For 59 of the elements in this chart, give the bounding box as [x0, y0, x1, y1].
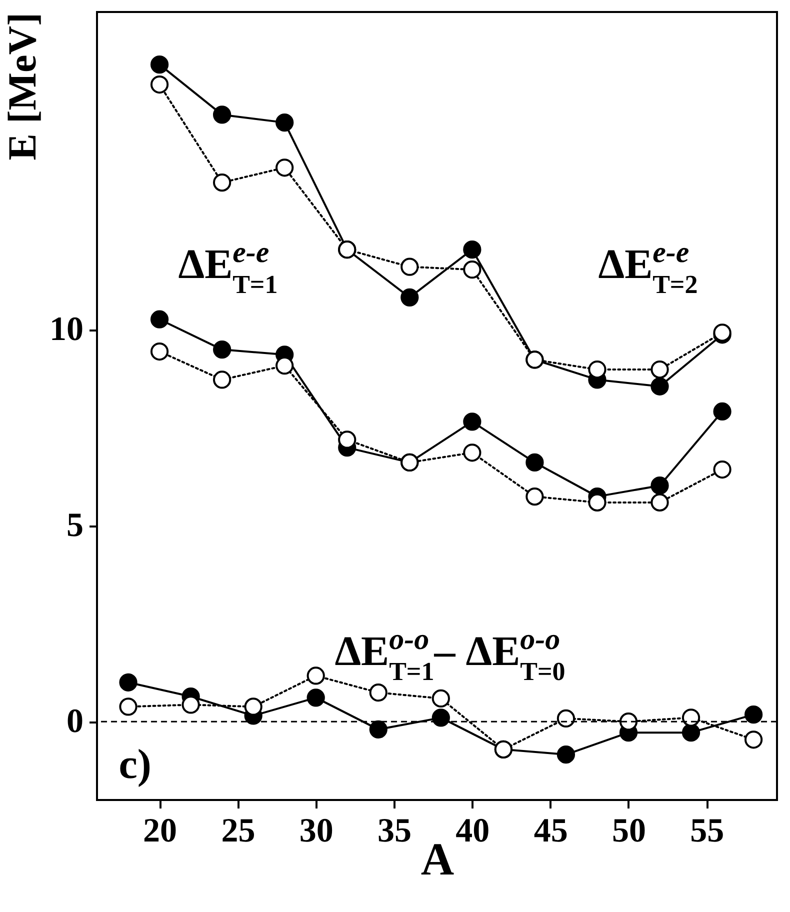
- x-tick-label: 35: [378, 812, 412, 850]
- point: [276, 356, 294, 375]
- point: [463, 412, 482, 431]
- x-tick-label: 50: [612, 812, 646, 850]
- y-tick-label: 5: [66, 507, 84, 544]
- x-tick-label: 40: [456, 812, 490, 850]
- point: [338, 430, 356, 449]
- point: [150, 55, 169, 74]
- point: [212, 173, 232, 192]
- point: [463, 260, 482, 279]
- point: [212, 370, 232, 389]
- point: [150, 310, 169, 328]
- point: [713, 402, 732, 421]
- point: [682, 724, 700, 742]
- point: [744, 705, 763, 724]
- point: [463, 444, 482, 462]
- point: [150, 342, 169, 361]
- point: [744, 730, 763, 749]
- x-tick-label: 45: [534, 812, 568, 850]
- point: [119, 673, 138, 692]
- x-tick-label: 55: [690, 812, 724, 850]
- point: [556, 709, 576, 728]
- point: [400, 288, 419, 306]
- point: [432, 708, 450, 727]
- point: [182, 696, 200, 714]
- point: [526, 488, 544, 506]
- y-axis-title: E [MeV]: [0, 12, 44, 160]
- point: [556, 745, 576, 764]
- x-tick-label: 30: [299, 812, 334, 850]
- point: [306, 666, 325, 685]
- point: [212, 340, 232, 359]
- x-tick-label: 25: [221, 812, 256, 850]
- point: [276, 114, 294, 132]
- point: [650, 360, 669, 379]
- point: [588, 360, 606, 379]
- annotation: c): [118, 742, 152, 788]
- point: [369, 720, 388, 738]
- y-tick-label: 0: [66, 703, 84, 740]
- point: [713, 460, 732, 479]
- point: [526, 453, 544, 472]
- point: [150, 75, 169, 94]
- point: [619, 712, 638, 731]
- point: [588, 493, 606, 512]
- point: [369, 684, 388, 702]
- point: [432, 689, 450, 708]
- point: [119, 698, 138, 716]
- point: [276, 158, 294, 177]
- point: [400, 258, 419, 276]
- point: [244, 698, 262, 716]
- point: [212, 106, 232, 124]
- x-tick-label: 20: [143, 812, 178, 850]
- point: [306, 688, 325, 707]
- point: [682, 708, 700, 727]
- point: [650, 493, 669, 512]
- point: [650, 377, 669, 396]
- point: [650, 476, 669, 495]
- y-tick-label: 10: [50, 311, 84, 348]
- point: [463, 240, 482, 259]
- x-axis-title: A: [420, 834, 454, 884]
